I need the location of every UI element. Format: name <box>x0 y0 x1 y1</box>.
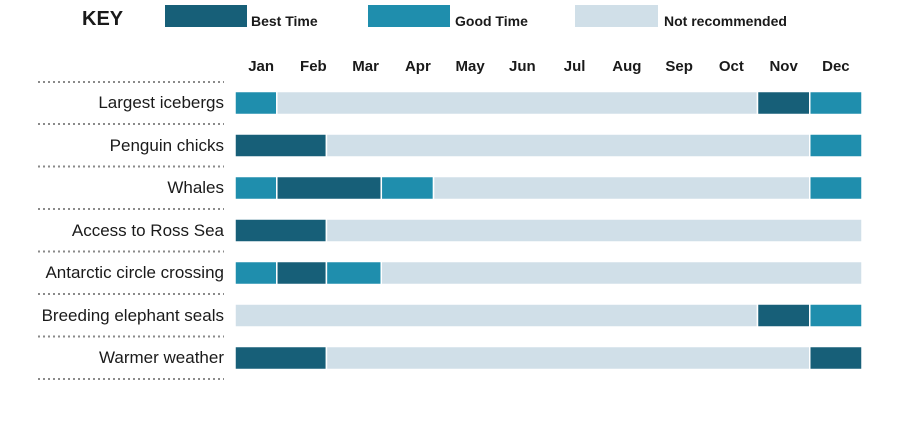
month-label-nov: Nov <box>769 58 798 75</box>
bar-segment-penguin-chicks-best-time <box>234 133 328 158</box>
bar-segment-access-to-ross-sea-not-recommended <box>325 218 863 243</box>
bar-segment-antarctic-circle-crossing-best-time <box>276 260 328 286</box>
key-title: KEY <box>82 8 124 30</box>
bar-segment-breeding-elephant-seals-not-recommended <box>234 303 759 328</box>
month-label-dec: Dec <box>822 58 850 75</box>
bar-segment-whales-good-time <box>380 175 435 201</box>
bar-segment-largest-icebergs-not-recommended <box>276 90 759 116</box>
month-label-mar: Mar <box>352 58 379 75</box>
month-label-aug: Aug <box>612 58 642 75</box>
bar-segment-largest-icebergs-good-time <box>809 90 863 116</box>
bar-segment-largest-icebergs-best-time <box>756 90 811 116</box>
bar-segment-warmer-weather-not-recommended <box>325 345 811 371</box>
month-label-jul: Jul <box>563 58 586 75</box>
row-label-penguin-chicks: Penguin chicks <box>109 135 224 155</box>
legend-swatch-best-time <box>165 5 247 27</box>
bar-segment-penguin-chicks-good-time <box>809 133 863 158</box>
month-label-sep: Sep <box>665 58 693 75</box>
legend-label-best-time: Best Time <box>251 13 318 29</box>
bar-segment-antarctic-circle-crossing-good-time <box>234 260 278 286</box>
bar-segment-warmer-weather-best-time <box>234 345 328 371</box>
bar-segment-whales-not-recommended <box>432 175 811 201</box>
bar-segment-whales-good-time <box>809 175 863 201</box>
row-label-breeding-elephant-seals: Breeding elephant seals <box>41 305 224 325</box>
legend-label-good-time: Good Time <box>455 13 528 29</box>
bar-segment-antarctic-circle-crossing-good-time <box>325 260 383 286</box>
legend-swatch-good-time <box>368 5 450 27</box>
row-label-antarctic-circle-crossing: Antarctic circle crossing <box>45 263 224 282</box>
month-label-jun: Jun <box>509 58 536 75</box>
bar-segment-warmer-weather-best-time <box>809 345 863 371</box>
row-label-largest-icebergs: Largest icebergs <box>98 93 224 112</box>
row-label-warmer-weather: Warmer weather <box>98 348 224 367</box>
row-label-access-to-ross-sea: Access to Ross Sea <box>71 220 224 240</box>
legend-label-not-recommended: Not recommended <box>664 13 787 29</box>
bar-segment-whales-good-time <box>234 175 278 201</box>
bar-segment-access-to-ross-sea-best-time <box>234 218 328 243</box>
bar-segment-breeding-elephant-seals-good-time <box>809 303 863 328</box>
month-label-oct: Oct <box>718 58 744 75</box>
row-label-whales: Whales <box>167 178 224 197</box>
bar-segment-largest-icebergs-good-time <box>234 90 278 116</box>
legend-swatch-not-recommended <box>575 5 658 27</box>
bar-segment-breeding-elephant-seals-best-time <box>756 303 811 328</box>
bar-segment-penguin-chicks-not-recommended <box>325 133 811 158</box>
month-label-feb: Feb <box>300 58 327 75</box>
bar-segment-whales-best-time <box>276 175 383 201</box>
bar-segment-antarctic-circle-crossing-not-recommended <box>380 260 863 286</box>
month-label-apr: Apr <box>404 58 431 75</box>
month-label-jan: Jan <box>248 58 275 75</box>
month-label-may: May <box>455 58 485 75</box>
